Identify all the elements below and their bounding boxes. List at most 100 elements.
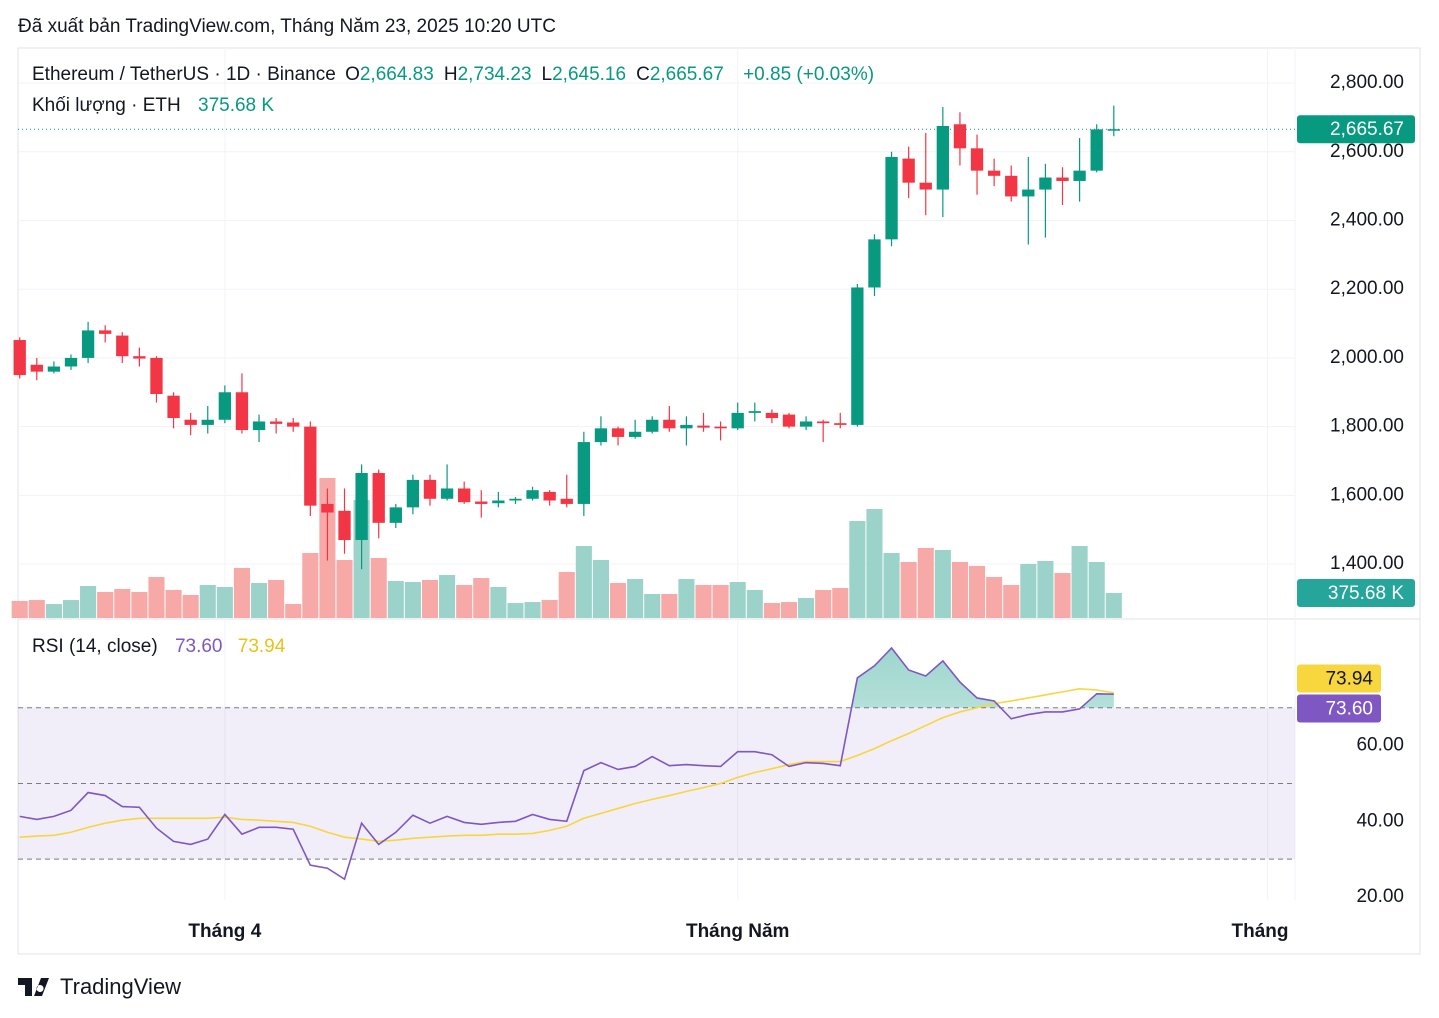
rsi-tick-label: 40.00 [1356, 810, 1404, 831]
candle-body [902, 158, 915, 183]
volume-value: 375.68 K [198, 95, 275, 116]
rsi-tag [1297, 694, 1381, 723]
volume-bar [951, 561, 968, 618]
ohlc-key: L [541, 64, 553, 85]
volume-bar [473, 578, 490, 618]
rsi-ma-value: 73.94 [237, 636, 286, 657]
volume-bar [182, 594, 199, 618]
volume-bar [695, 584, 712, 618]
candle-body [782, 414, 796, 427]
x-tick-label: Tháng [1232, 921, 1289, 942]
candle-body [475, 501, 488, 504]
volume-bar [28, 600, 45, 618]
candle-body [99, 330, 112, 334]
candle-body [64, 357, 78, 367]
candle-body [458, 488, 471, 503]
candle-body [1005, 175, 1018, 197]
volume-bar [250, 583, 268, 618]
volume-legend: Khối lượng · ETH 375.68 K [32, 95, 278, 117]
candle-body [885, 156, 898, 240]
candle-body [987, 170, 1001, 176]
candle-body [834, 423, 847, 425]
ohlc-value: 2,665.67 [649, 64, 724, 85]
volume-bar [986, 577, 1003, 618]
rsi-tag-label: 73.60 [1325, 699, 1373, 720]
ohlc-key: O [345, 64, 360, 85]
volume-bar [661, 593, 678, 618]
candle-body [47, 366, 61, 372]
candle-body [611, 428, 625, 437]
rsi-ma-tag-label: 73.94 [1325, 669, 1373, 690]
volume-bar [114, 588, 131, 618]
volume-bar [285, 604, 302, 618]
volume-bar [883, 552, 900, 618]
logo [18, 978, 49, 996]
candle-body [304, 426, 317, 506]
volume-bar [404, 582, 421, 618]
candle-body [697, 425, 710, 428]
volume-bar [849, 520, 866, 618]
volume-bar [798, 597, 815, 618]
candle-body [235, 392, 249, 431]
volume-bar [729, 582, 746, 618]
candle-body [116, 335, 129, 357]
candle-body [81, 330, 95, 358]
volume-bar [541, 600, 558, 618]
volume-bar [900, 561, 917, 618]
candle-body [1056, 177, 1069, 181]
candle-body [526, 490, 539, 499]
candle-body [287, 422, 300, 427]
y-tick-label: 1,800.00 [1330, 416, 1404, 437]
ohlc: O2,664.83 H2,734.23 L2,645.16 C2,665.67 [345, 64, 734, 85]
volume-bar [1037, 560, 1054, 618]
candle-body [1107, 129, 1120, 131]
volume-bar [1088, 561, 1105, 618]
brand: TradingView [60, 974, 182, 999]
rsi-title: RSI (14, close) [32, 636, 158, 657]
volume-bar [780, 602, 798, 618]
candle-body [594, 428, 608, 443]
volume-bar [592, 559, 609, 618]
volume-bar [934, 549, 951, 618]
volume-bar [678, 579, 695, 618]
y-tick-label: 2,200.00 [1330, 278, 1404, 299]
volume-bar [268, 580, 285, 618]
volume-bar [644, 593, 661, 618]
candle-body [423, 479, 437, 499]
volume-bar [763, 603, 780, 618]
rsi-legend: RSI (14, close) 73.60 73.94 [32, 636, 289, 658]
volume-bar [1003, 584, 1020, 618]
volume-title: Khối lượng · ETH [32, 95, 181, 116]
volume-bar [421, 580, 439, 618]
candle-body [492, 500, 505, 504]
candle-body [406, 479, 420, 508]
volume-bar [302, 552, 319, 618]
candle-body [338, 510, 351, 541]
volume-bar [199, 584, 216, 618]
publish-header: Đã xuất bản TradingView.com, Tháng Năm 2… [18, 16, 556, 37]
volume-bar [609, 583, 627, 618]
candle-body [663, 419, 676, 429]
symbol-legend: Ethereum / TetherUS · 1D · Binance O2,66… [32, 64, 878, 86]
y-tick-label: 2,600.00 [1330, 141, 1404, 162]
overbought-fill [851, 648, 1114, 708]
x-tick-label: Tháng 4 [188, 921, 261, 942]
candle-body [543, 491, 556, 501]
volume-bar [1105, 593, 1122, 618]
ohlc-key: C [636, 64, 650, 85]
candle-body [680, 424, 693, 429]
candle-body [628, 431, 642, 437]
volume-bar [165, 589, 182, 618]
ohlc-value: 2,664.83 [359, 64, 434, 85]
candle-body [765, 412, 779, 419]
volume-bar [1020, 563, 1037, 618]
volume-bar [1071, 546, 1088, 618]
volume-bar [507, 603, 524, 618]
candle-body [577, 442, 591, 504]
last-price-tag [1297, 115, 1415, 144]
candle-body [252, 421, 266, 431]
x-tick-label: Tháng Năm [686, 921, 789, 942]
candle-body [218, 392, 232, 420]
